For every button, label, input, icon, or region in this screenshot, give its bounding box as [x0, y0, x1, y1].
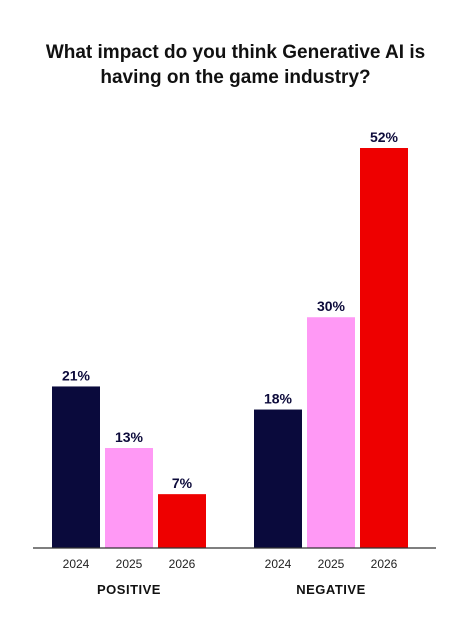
bar-negative-2025: [307, 317, 355, 548]
tick-label-positive-2026: 2026: [169, 557, 196, 571]
group-label-negative: NEGATIVE: [296, 582, 366, 597]
data-label-negative-2026: 52%: [370, 129, 399, 145]
data-label-positive-2025: 13%: [115, 429, 144, 445]
chart-title-line-1: What impact do you think Generative AI i…: [45, 42, 426, 63]
tick-label-negative-2025: 2025: [318, 557, 345, 571]
data-label-negative-2025: 30%: [317, 298, 346, 314]
data-label-positive-2026: 7%: [172, 475, 193, 491]
chart-title: What impact do you think Generative AI i…: [20, 40, 451, 90]
bar-positive-2024: [52, 386, 100, 548]
tick-label-positive-2025: 2025: [116, 557, 143, 571]
data-label-positive-2024: 21%: [62, 367, 91, 383]
group-label-positive: POSITIVE: [97, 582, 161, 597]
tick-label-negative-2024: 2024: [265, 557, 292, 571]
bar-positive-2025: [105, 448, 153, 548]
tick-label-negative-2026: 2026: [371, 557, 398, 571]
bar-positive-2026: [158, 494, 206, 548]
tick-label-positive-2024: 2024: [63, 557, 90, 571]
bar-negative-2026: [360, 148, 408, 548]
data-label-negative-2024: 18%: [264, 391, 293, 407]
bar-negative-2024: [254, 409, 302, 548]
chart-title-line-2: having on the game industry?: [100, 67, 371, 88]
